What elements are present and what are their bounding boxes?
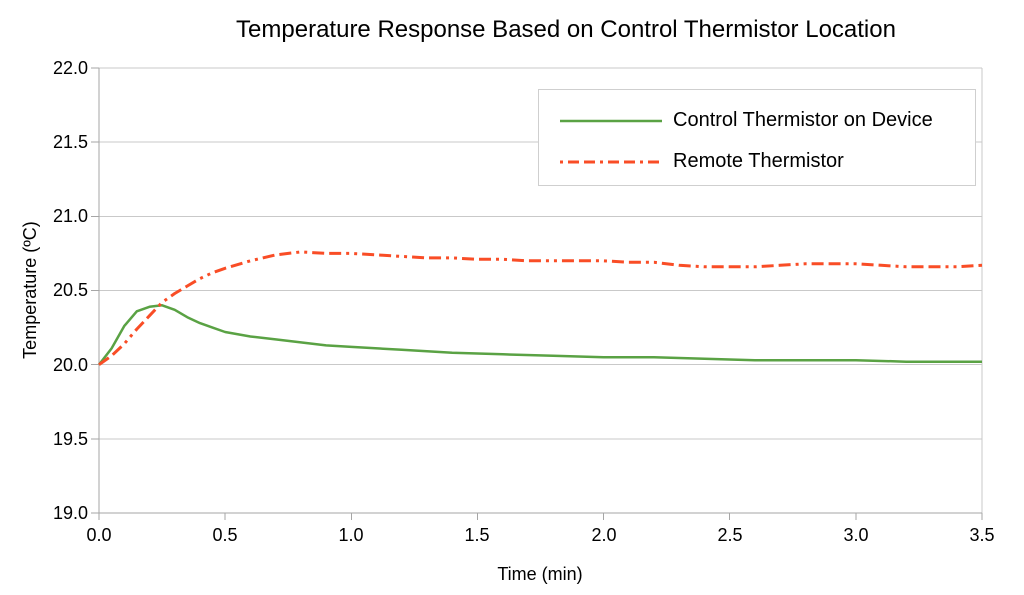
x-axis-title: Time (min) bbox=[497, 564, 583, 584]
legend-label: Remote Thermistor bbox=[673, 150, 844, 172]
legend: Control Thermistor on Device Remote Ther… bbox=[538, 89, 976, 186]
legend-swatch-dashed-line bbox=[560, 160, 662, 163]
y-tick-label: 20.0 bbox=[52, 355, 88, 375]
x-tick-label: 2.0 bbox=[591, 525, 617, 545]
y-tick-label: 21.5 bbox=[52, 132, 88, 152]
x-tick-label: 3.5 bbox=[969, 525, 995, 545]
legend-item-remote-thermistor: Remote Thermistor bbox=[539, 141, 975, 182]
x-tick-label: 0.0 bbox=[86, 525, 112, 545]
x-tick-label: 3.0 bbox=[843, 525, 869, 545]
legend-swatch-solid-line bbox=[560, 119, 662, 122]
legend-item-control-thermistor: Control Thermistor on Device bbox=[539, 100, 975, 141]
y-tick-label: 20.5 bbox=[52, 280, 88, 300]
y-tick-label: 21.0 bbox=[52, 206, 88, 226]
chart-title: Temperature Response Based on Control Th… bbox=[236, 16, 896, 43]
y-tick-label: 19.5 bbox=[52, 429, 88, 449]
x-tick-label: 0.5 bbox=[212, 525, 238, 545]
legend-label: Control Thermistor on Device bbox=[673, 109, 933, 131]
y-tick-label: 22.0 bbox=[52, 58, 88, 78]
x-tick-label: 1.5 bbox=[464, 525, 490, 545]
y-tick-label: 19.0 bbox=[52, 503, 88, 523]
x-tick-label: 2.5 bbox=[717, 525, 743, 545]
x-tick-label: 1.0 bbox=[338, 525, 364, 545]
